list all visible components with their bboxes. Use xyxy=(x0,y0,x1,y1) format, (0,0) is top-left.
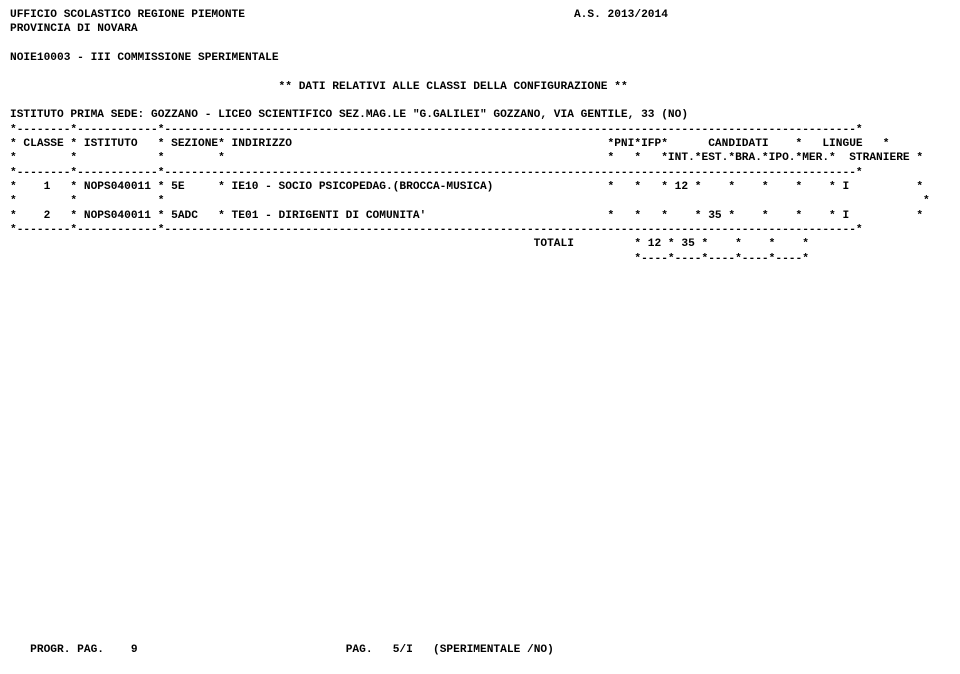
table-sep-bot: *--------*------------*-----------------… xyxy=(10,224,863,236)
office-line: UFFICIO SCOLASTICO REGIONE PIEMONTE A.S.… xyxy=(10,9,668,21)
school-year: A.S. 2013/2014 xyxy=(574,9,668,21)
totals-sep: *----*----*----*----*----* xyxy=(10,253,809,265)
table-row: * 1 * NOPS040011 * 5E * IE10 - SOCIO PSI… xyxy=(10,181,923,193)
document-body: UFFICIO SCOLASTICO REGIONE PIEMONTE A.S.… xyxy=(0,0,960,274)
table-row: * * * * xyxy=(10,195,930,207)
table-sep-top: *--------*------------*-----------------… xyxy=(10,124,863,136)
province-line: PROVINCIA DI NOVARA xyxy=(10,23,138,35)
footer-context: (SPERIMENTALE /NO) xyxy=(433,644,554,656)
totals-line: TOTALI * 12 * 35 * * * * xyxy=(10,238,809,250)
office-name: UFFICIO SCOLASTICO REGIONE PIEMONTE xyxy=(10,9,245,21)
footer-progr: PROGR. PAG. 9 xyxy=(30,644,137,656)
footer-pag: PAG. 5/I xyxy=(346,644,413,656)
page-footer: PROGR. PAG. 9 PAG. 5/I (SPERIMENTALE /NO… xyxy=(10,644,554,656)
config-banner: ** DATI RELATIVI ALLE CLASSI DELLA CONFI… xyxy=(279,81,628,93)
table-row: * 2 * NOPS040011 * 5ADC * TE01 - DIRIGEN… xyxy=(10,210,923,222)
institute-line: ISTITUTO PRIMA SEDE: GOZZANO - LICEO SCI… xyxy=(10,109,688,121)
table-sep-mid: *--------*------------*-----------------… xyxy=(10,167,863,179)
table-header-2: * * * * * * *INT.*EST.*BRA.*IPO.*MER.* S… xyxy=(10,152,923,164)
table-header-1: * CLASSE * ISTITUTO * SEZIONE* INDIRIZZO… xyxy=(10,138,889,150)
commission-line: NOIE10003 - III COMMISSIONE SPERIMENTALE xyxy=(10,52,279,64)
